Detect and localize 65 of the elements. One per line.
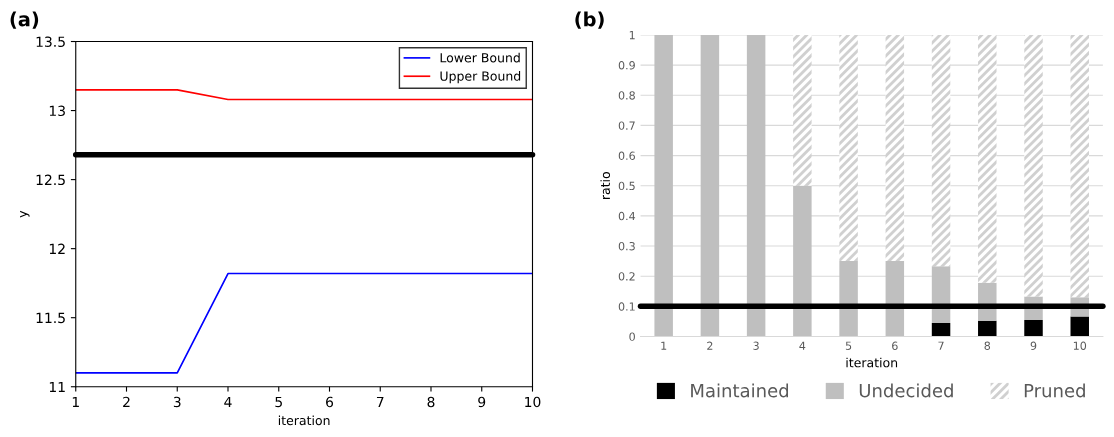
y-tick-label: 13 <box>49 105 65 117</box>
y-tick-label: 0.4 <box>618 211 636 221</box>
bar <box>931 34 951 267</box>
y-tick-label: 1 <box>629 31 635 40</box>
x-tick-label: 9 <box>1030 341 1037 350</box>
x-tick-label: 7 <box>938 341 944 350</box>
bar <box>978 34 997 283</box>
bar <box>1070 34 1089 298</box>
legend-label: Maintained <box>691 383 789 398</box>
y-tick-label: 0 <box>629 332 635 341</box>
x-tick-label: 6 <box>892 341 898 350</box>
bar <box>885 34 905 262</box>
x-tick-label: 9 <box>478 396 486 408</box>
text: (a) <box>10 11 39 29</box>
bar <box>1070 316 1089 337</box>
bar <box>793 185 812 337</box>
x-tick-label: 1 <box>661 341 667 350</box>
x-tick-label: 3 <box>173 396 181 408</box>
bar <box>931 322 951 337</box>
x-axis-title: iteration <box>846 357 898 368</box>
y-tick-label: 0.7 <box>618 121 635 130</box>
bar <box>839 34 858 262</box>
y-tick-label: 0.3 <box>618 242 635 251</box>
x-tick-label: 10 <box>1073 341 1087 350</box>
y-axis-title: y <box>20 210 30 218</box>
bar <box>793 34 812 186</box>
y-tick-label: 0.2 <box>618 272 635 281</box>
y-tick-label: 0.9 <box>618 61 635 70</box>
y-tick-label: 0.6 <box>618 151 635 160</box>
x-tick-label: 2 <box>123 396 130 408</box>
y-tick-label: 12 <box>49 243 65 254</box>
bar <box>654 34 673 337</box>
bar <box>839 261 858 337</box>
x-tick-label: 4 <box>799 341 806 350</box>
x-tick-label: 8 <box>984 341 991 350</box>
x-tick-label: 3 <box>753 341 759 350</box>
y-tick-label: 0.8 <box>618 91 635 100</box>
x-tick-label: 8 <box>427 396 435 408</box>
x-tick-label: 10 <box>525 396 541 408</box>
y-axis-title: ratio <box>600 172 611 199</box>
y-tick-label: 11.5 <box>36 312 65 324</box>
x-tick-label: 7 <box>376 396 384 408</box>
legend-label: Lower Bound <box>440 52 520 63</box>
x-tick-label: 4 <box>224 396 232 408</box>
legend-label: Undecided <box>859 383 953 398</box>
x-tick-label: 5 <box>845 341 852 350</box>
x-tick-label: 5 <box>275 396 282 408</box>
y-tick-label: 13.5 <box>36 36 65 47</box>
legend-label: Upper Bound <box>440 71 521 84</box>
bar <box>700 34 720 337</box>
bar <box>746 34 766 337</box>
bar <box>1024 34 1043 297</box>
x-axis-title: iteration <box>278 415 330 426</box>
y-tick-label: 0.5 <box>618 181 635 191</box>
legend-label: Pruned <box>1024 383 1085 398</box>
y-tick-label: 0.1 <box>618 302 635 311</box>
y-tick-label: 12.5 <box>36 174 65 186</box>
x-tick-label: 2 <box>707 341 713 350</box>
text: (b) <box>575 11 604 29</box>
x-tick-label: 1 <box>72 396 79 408</box>
x-tick-label: 6 <box>326 396 334 408</box>
bar <box>1024 319 1043 337</box>
bar <box>978 320 997 337</box>
bar <box>885 261 905 337</box>
y-tick-label: 11 <box>49 381 65 393</box>
